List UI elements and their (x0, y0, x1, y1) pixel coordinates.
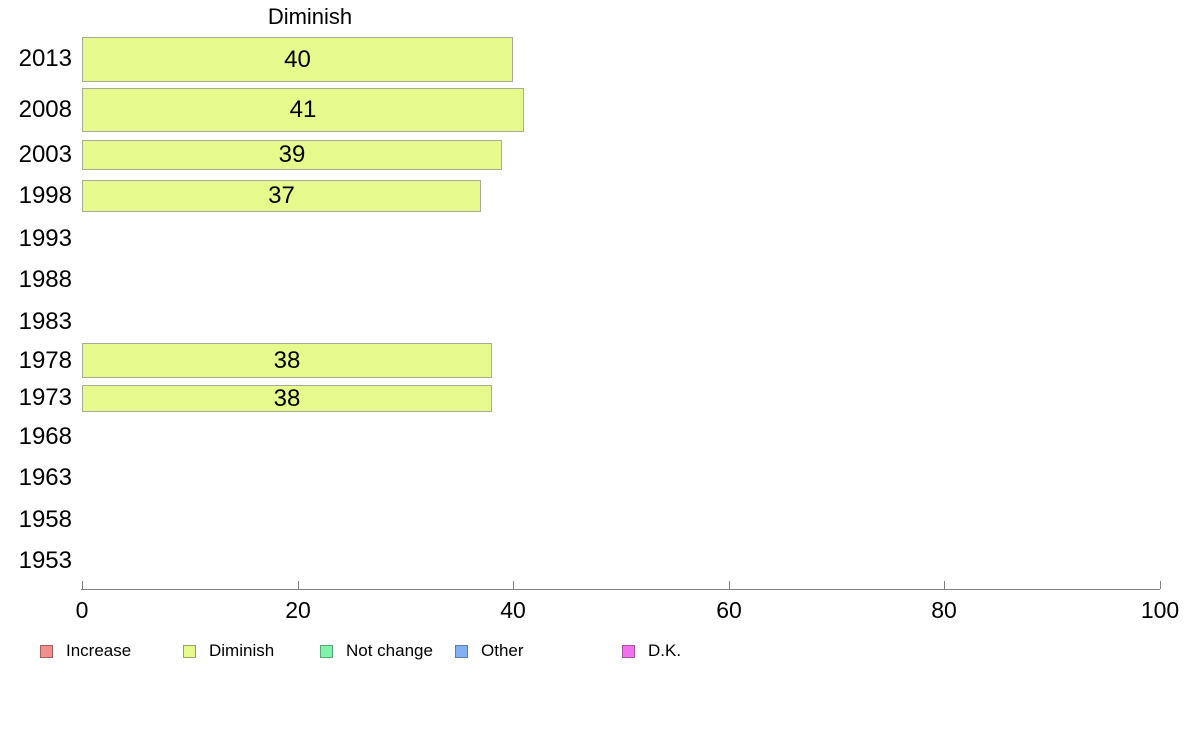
y-axis-label: 2013 (18, 45, 72, 72)
bar-value-label: 37 (268, 182, 295, 209)
y-axis-label: 2008 (18, 96, 72, 123)
bar-value-label: 41 (289, 96, 317, 123)
legend-label: D.K. (648, 641, 682, 660)
bar: 37 (82, 180, 481, 212)
y-axis-label: 1998 (18, 182, 72, 209)
bar-value-label: 39 (278, 141, 306, 168)
x-axis-tick-label: 0 (75, 597, 89, 623)
y-axis-label: 1983 (18, 308, 72, 335)
x-axis-tick (1160, 581, 1161, 589)
legend-label: Not change (346, 641, 433, 660)
x-axis-tick-label: 20 (285, 597, 311, 623)
y-axis-label: 2003 (18, 141, 72, 168)
bar: 38 (82, 385, 492, 412)
x-axis-tick-label: 60 (716, 597, 742, 623)
legend-label: Diminish (209, 641, 275, 660)
x-axis-tick (513, 581, 514, 589)
x-axis-tick (82, 581, 83, 589)
x-axis-tick (944, 581, 945, 589)
legend-swatch-diminish (183, 645, 196, 658)
y-axis-label: 1953 (18, 547, 72, 574)
bar: 39 (82, 140, 502, 170)
y-axis-label: 1988 (18, 266, 72, 293)
bar-value-label: 40 (284, 46, 311, 73)
bar-value-label: 38 (273, 347, 301, 374)
legend-swatch-not-change (320, 645, 333, 658)
x-axis-tick-label: 40 (500, 597, 526, 623)
y-axis-label: 1963 (18, 464, 72, 491)
legend-label: Other (481, 641, 524, 660)
bar: 41 (82, 88, 524, 132)
x-axis-tick-label: 80 (931, 597, 957, 623)
y-axis-label: 1958 (18, 506, 72, 533)
y-axis-label: 1973 (18, 384, 72, 411)
bar: 40 (82, 37, 513, 82)
x-axis-line (81, 589, 1160, 590)
x-axis-tick (729, 581, 730, 589)
legend-swatch-increase (40, 645, 53, 658)
legend-swatch-other (455, 645, 468, 658)
bar-value-label: 38 (273, 385, 301, 412)
legend-label: Increase (66, 641, 132, 660)
legend-swatch-d-k- (622, 645, 635, 658)
y-axis-label: 1968 (18, 423, 72, 450)
chart-title: Diminish (267, 4, 353, 29)
x-axis-tick-label: 100 (1140, 597, 1180, 623)
x-axis-tick (298, 581, 299, 589)
y-axis-label: 1993 (18, 225, 72, 252)
bar: 38 (82, 343, 492, 378)
y-axis-label: 1978 (18, 347, 72, 374)
